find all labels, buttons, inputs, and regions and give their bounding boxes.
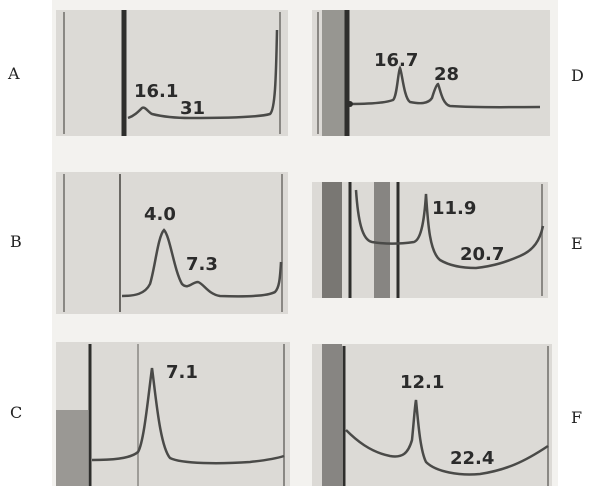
- panel-d-dot: [347, 101, 353, 107]
- panel-e-dark-band-1: [322, 182, 342, 298]
- panel-e-peak-label-1: 11.9: [432, 198, 476, 219]
- panel-b-trace: [121, 228, 283, 298]
- panel-d-dark-band: [322, 10, 348, 136]
- panel-letter-e: E: [571, 234, 583, 253]
- panel-a: 16.1 31: [56, 10, 288, 136]
- panel-letter-f: F: [571, 408, 583, 427]
- panel-f-dark-band: [322, 344, 342, 486]
- panel-c-trace: [91, 367, 285, 465]
- panel-letter-c: C: [10, 403, 23, 422]
- panel-f-plate: [312, 344, 552, 486]
- panel-a-peak-label-2: 31: [180, 98, 205, 119]
- panel-b-peak-label-1: 4.0: [144, 204, 176, 225]
- panel-e-trace: [354, 189, 545, 270]
- panel-c-peak-label-1: 7.1: [166, 362, 198, 383]
- panel-a-peak-label-1: 16.1: [134, 81, 178, 102]
- panel-f-trace: [345, 399, 549, 476]
- panel-d: 16.7 28: [312, 10, 550, 136]
- panel-c-dark-corner: [56, 410, 88, 486]
- panel-letter-b: B: [10, 232, 22, 251]
- panel-e-dark-band-2: [374, 182, 390, 298]
- panel-f-peak-label-2: 22.4: [450, 448, 494, 469]
- panel-c: 7.1: [56, 342, 290, 486]
- panel-e-peak-label-2: 20.7: [460, 244, 504, 265]
- panel-d-plate: [312, 10, 550, 136]
- panel-b: 4.0 7.3: [56, 172, 288, 314]
- panel-d-peak-label-1: 16.7: [374, 50, 418, 71]
- panel-letter-d: D: [571, 66, 584, 85]
- panel-d-peak-label-2: 28: [434, 64, 459, 85]
- panel-b-plate: [56, 172, 288, 314]
- panel-d-trace: [349, 65, 541, 109]
- panel-f: 12.1 22.4: [312, 344, 552, 486]
- panel-a-plate: [56, 10, 288, 136]
- panel-a-trace: [127, 29, 279, 120]
- panel-letter-a: A: [8, 64, 20, 83]
- panel-b-peak-label-2: 7.3: [186, 254, 218, 275]
- panel-f-peak-label-1: 12.1: [400, 372, 444, 393]
- panel-e: 11.9 20.7: [312, 182, 548, 298]
